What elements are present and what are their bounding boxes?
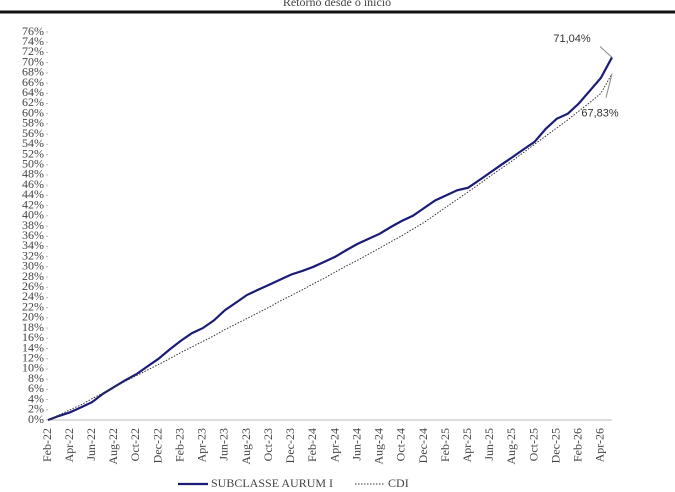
- series-line: [48, 57, 612, 420]
- x-tick-label: Aug-24: [372, 428, 386, 465]
- x-tick-label: Dec-22: [150, 428, 164, 463]
- x-tick-label: Dec-25: [548, 428, 562, 463]
- x-tick-label: Apr-22: [62, 428, 76, 462]
- legend-label: SUBCLASSE AURUM I: [211, 476, 333, 490]
- chart-title: Retorno desde o início: [283, 0, 391, 9]
- x-tick-label: Aug-22: [106, 428, 120, 465]
- x-tick-label: Jun-22: [84, 428, 98, 461]
- x-tick-label: Feb-24: [305, 428, 319, 462]
- x-tick-label: Dec-24: [416, 428, 430, 463]
- x-tick-label: Jun-25: [482, 428, 496, 461]
- chart: Retorno desde o início 0%2%4%6%8%10%12%1…: [0, 0, 675, 492]
- series-line: [48, 74, 612, 420]
- y-tick-label: 76%: [22, 24, 44, 38]
- x-tick-label: Jun-23: [217, 428, 231, 461]
- annotation-leader: [600, 47, 612, 58]
- annotation: 71,04%: [553, 33, 591, 45]
- x-tick-label: Feb-26: [571, 428, 585, 462]
- x-tick-label: Apr-25: [460, 428, 474, 462]
- x-tick-label: Feb-22: [40, 428, 54, 462]
- x-tick-label: Aug-25: [504, 428, 518, 465]
- x-tick-label: Apr-24: [327, 428, 341, 462]
- x-tick-label: Oct-25: [526, 428, 540, 461]
- x-tick-label: Feb-25: [438, 428, 452, 462]
- x-tick-label: Oct-24: [394, 428, 408, 461]
- x-tick-label: Feb-23: [172, 428, 186, 462]
- x-tick-label: Aug-23: [239, 428, 253, 465]
- legend-label: CDI: [388, 476, 409, 490]
- x-tick-label: Dec-23: [283, 428, 297, 463]
- x-tick-label: Apr-26: [593, 428, 607, 462]
- x-tick-label: Oct-22: [128, 428, 142, 461]
- annotation-leader: [606, 74, 612, 98]
- x-tick-label: Oct-23: [261, 428, 275, 461]
- x-tick-label: Jun-24: [349, 428, 363, 461]
- annotation: 67,83%: [581, 108, 619, 120]
- x-tick-label: Apr-23: [195, 428, 209, 462]
